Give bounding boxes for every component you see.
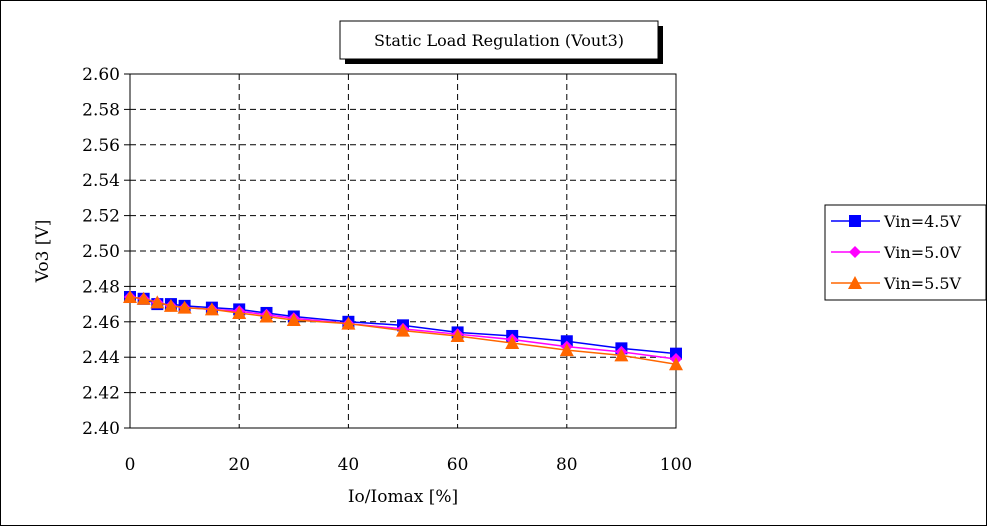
data-point: [123, 290, 137, 304]
y-tick-label: 2.40: [82, 419, 120, 439]
data-point: [341, 316, 356, 330]
data-point: [150, 295, 165, 309]
legend-marker: [848, 276, 862, 289]
chart-title: Static Load Regulation (Vout3): [374, 31, 624, 50]
x-tick-label: 60: [447, 455, 469, 475]
x-tick-label: 40: [338, 455, 360, 475]
series-vin-5-5v: [123, 290, 683, 371]
data-point: [177, 300, 192, 314]
x-tick-label: 20: [228, 455, 250, 475]
data-point: [559, 343, 574, 357]
series-line: [129, 296, 677, 366]
data-point: [505, 336, 520, 350]
data-point: [669, 357, 683, 371]
grid: [124, 73, 676, 429]
title-box: [339, 20, 659, 60]
legend-item-vin-4-5v: Vin=4.5V: [831, 212, 962, 231]
legend-label: Vin=4.5V: [883, 212, 962, 231]
y-axis-title: Vo3 [V]: [33, 220, 53, 284]
y-tick-label: 2.44: [82, 348, 120, 368]
x-axis-title: Io/Iomax [%]: [348, 487, 458, 507]
y-tick-label: 2.52: [82, 207, 120, 227]
y-tick-label: 2.58: [82, 100, 120, 120]
legend-marker: [849, 215, 861, 227]
tick-labels: 2.40 2.42 2.44 2.46 2.48 2.50 2.52 2.54 2.56 2.58…: [82, 65, 692, 475]
x-tick-label: 0: [125, 455, 136, 475]
legend-items: Vin=4.5V Vin=5.0V Vin=5.5V: [831, 212, 962, 293]
legend-marker: [849, 246, 861, 258]
data-point: [450, 328, 465, 342]
data-point: [286, 313, 301, 327]
legend-item-vin-5-5v: Vin=5.5V: [831, 274, 962, 293]
data-point: [396, 323, 410, 337]
data-point: [232, 305, 247, 319]
legend-label: Vin=5.0V: [883, 243, 962, 262]
y-tick-label: 2.42: [82, 384, 120, 404]
series-group: [123, 290, 683, 371]
data-point: [136, 291, 151, 305]
x-tick-label: 80: [556, 455, 578, 475]
y-tick-label: 2.48: [82, 277, 120, 297]
legend-item-vin-5-0v: Vin=5.0V: [831, 243, 962, 262]
y-tick-label: 2.60: [82, 65, 120, 85]
data-point: [614, 348, 629, 362]
x-tick-label: 100: [660, 455, 692, 475]
y-tick-label: 2.56: [82, 136, 120, 156]
y-tick-label: 2.50: [82, 242, 120, 262]
legend-label: Vin=5.5V: [883, 274, 962, 293]
y-tick-label: 2.46: [82, 313, 120, 333]
data-point: [259, 309, 274, 323]
data-point: [163, 298, 178, 312]
data-point: [204, 302, 219, 316]
y-tick-label: 2.54: [82, 171, 120, 191]
